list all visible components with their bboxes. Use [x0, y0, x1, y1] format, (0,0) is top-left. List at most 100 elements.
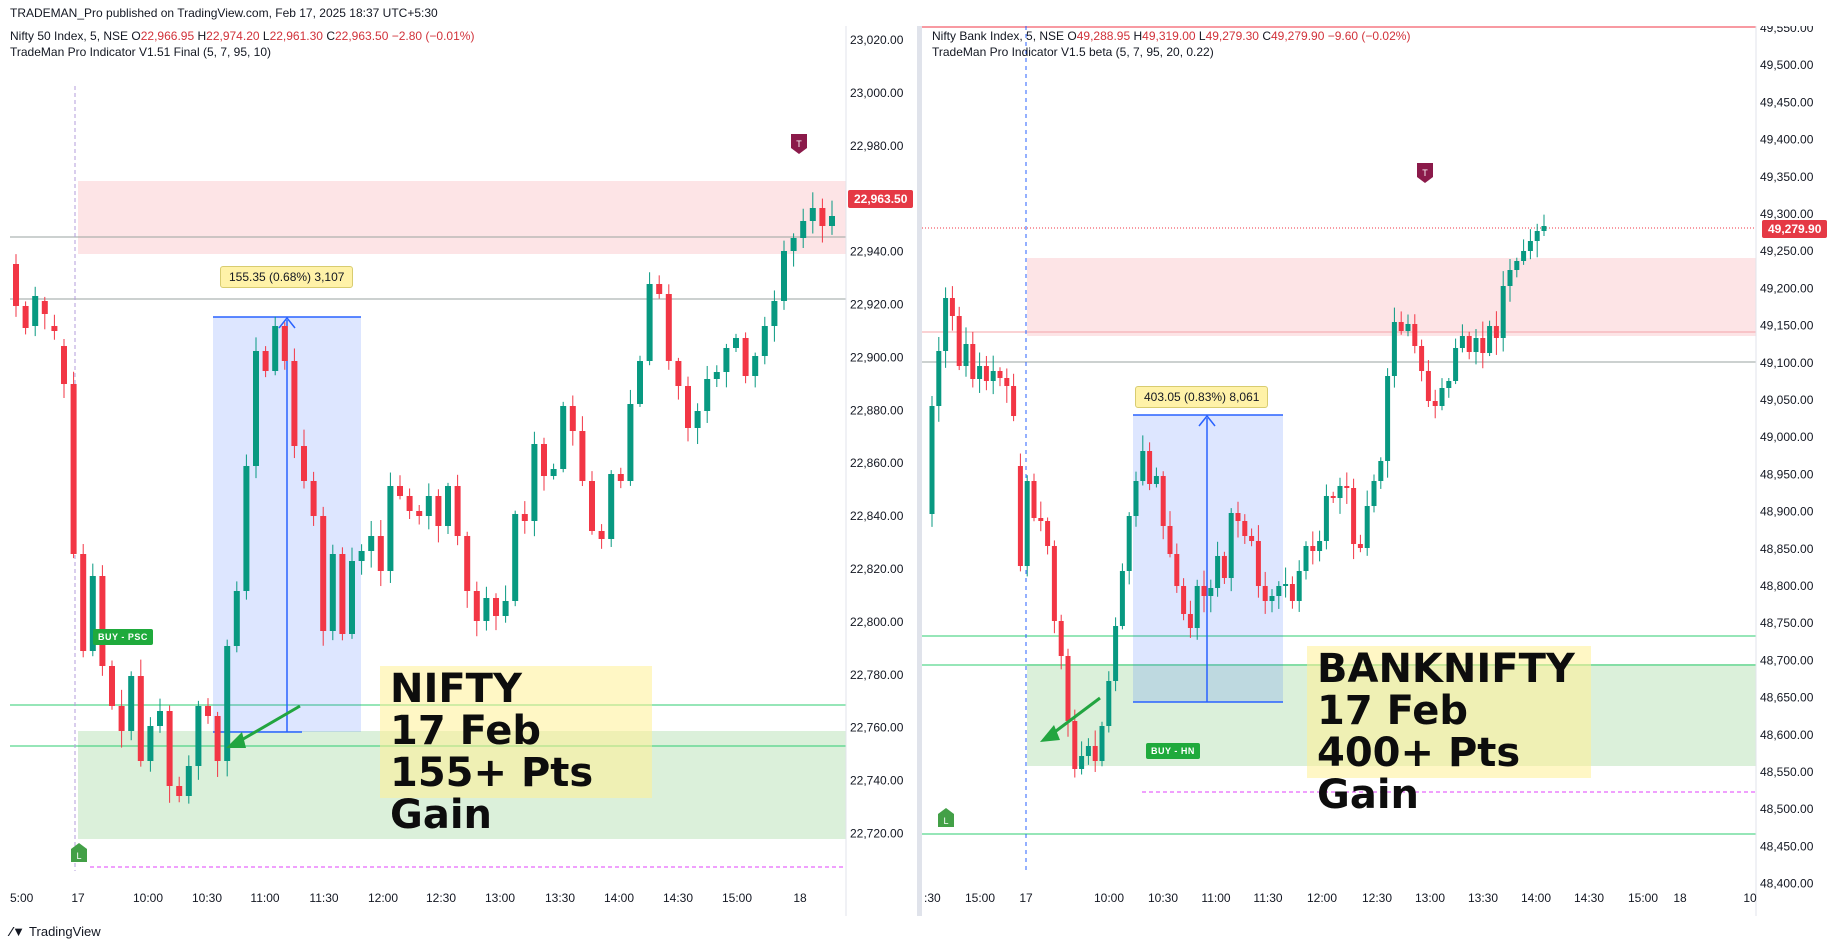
- nifty-annotation: NIFTY 17 Feb 155+ Pts Gain: [380, 666, 652, 836]
- time-tick-label: 14:30: [663, 891, 693, 905]
- price-tick-label: 22,800.00: [850, 615, 904, 629]
- time-tick-label: 17: [71, 891, 85, 905]
- bank-candle: [1174, 554, 1180, 586]
- tradingview-logo[interactable]: ⁄▼ TradingView: [10, 924, 101, 939]
- bank-candle: [956, 316, 962, 366]
- nifty-candle: [694, 411, 701, 428]
- symbol-name[interactable]: Nifty 50 Index, 5, NSE: [10, 29, 129, 43]
- time-tick-label: 10: [1743, 891, 1757, 905]
- nifty-candle: [61, 346, 67, 384]
- nifty-candle: [665, 294, 672, 361]
- price-tick-label: 49,350.00: [1760, 170, 1814, 184]
- bank-candle: [1017, 466, 1023, 566]
- bank-candle: [1201, 586, 1207, 596]
- time-tick-label: 17: [1019, 891, 1033, 905]
- nifty-candle: [464, 536, 471, 591]
- bank-candle: [1242, 521, 1248, 536]
- bank-candle: [983, 366, 989, 381]
- price-tick-label: 49,250.00: [1760, 244, 1814, 258]
- nifty-candle: [157, 711, 163, 726]
- bank-candle: [1385, 376, 1391, 461]
- time-tick-label: 13:00: [1415, 891, 1445, 905]
- bank-candle: [1215, 556, 1221, 588]
- nifty-candle: [406, 496, 413, 511]
- price-tick-label: 22,860.00: [850, 456, 904, 470]
- nifty-candle: [147, 726, 154, 761]
- price-tick-label: 48,450.00: [1760, 839, 1814, 853]
- bank-candle: [1344, 486, 1350, 488]
- bank-candle: [1038, 518, 1044, 521]
- nifty-candle: [214, 716, 221, 761]
- time-tick-label: 18: [1673, 891, 1687, 905]
- bank-candle: [936, 351, 942, 406]
- panel-separator[interactable]: [917, 26, 922, 916]
- bank-candle: [1459, 336, 1465, 348]
- nifty-candle: [281, 326, 288, 361]
- nifty-candle: [377, 536, 384, 571]
- bank-candle: [1527, 241, 1533, 251]
- bank-candle: [1045, 521, 1051, 546]
- bank-candle: [1079, 756, 1085, 769]
- nifty-candle: [627, 404, 634, 481]
- bank-candle: [929, 406, 935, 514]
- price-tick-label: 48,500.00: [1760, 802, 1814, 816]
- nifty-candle: [291, 361, 298, 446]
- price-tick-label: 49,000.00: [1760, 430, 1814, 444]
- nifty-candle: [358, 551, 365, 561]
- symbol-name[interactable]: Nifty Bank Index, 5, NSE: [932, 29, 1065, 43]
- time-tick-label: 10:30: [192, 891, 222, 905]
- price-tick-label: 23,000.00: [850, 86, 904, 100]
- nifty-candle: [137, 676, 144, 761]
- nifty-pointer-arrowhead: [226, 732, 246, 748]
- nifty-candle: [32, 296, 39, 326]
- nifty-candle: [80, 554, 87, 651]
- bank-candle: [1058, 621, 1064, 656]
- bank-candle: [1351, 488, 1357, 544]
- change: −2.80 (−0.01%): [391, 29, 475, 43]
- bank-candle: [1126, 516, 1132, 571]
- nifty-candle: [819, 208, 826, 226]
- bank-candle: [1031, 481, 1037, 518]
- bank-candle: [1323, 496, 1329, 541]
- nifty-candle: [646, 284, 653, 361]
- banknifty-indicator-label[interactable]: TradeMan Pro Indicator V1.5 beta (5, 7, …: [932, 45, 1214, 59]
- time-tick-label: 10:00: [1094, 891, 1124, 905]
- bank-candle: [1330, 496, 1336, 498]
- price-tick-label: 22,820.00: [850, 562, 904, 576]
- nifty-candle: [723, 348, 730, 372]
- nifty-candle: [781, 251, 787, 301]
- bank-candle: [1337, 486, 1343, 498]
- time-tick-label: 12:30: [1362, 891, 1392, 905]
- nifty-candle: [608, 474, 615, 539]
- nifty-candle: [569, 406, 576, 431]
- bank-candle: [1391, 322, 1397, 376]
- time-tick-label: 12:00: [368, 891, 398, 905]
- nifty-candle: [752, 356, 759, 376]
- nifty-candle: [233, 591, 240, 646]
- bank-candle: [1072, 721, 1078, 769]
- nifty-candle: [70, 384, 77, 554]
- price-tick-label: 22,740.00: [850, 774, 904, 788]
- nifty-indicator-label[interactable]: TradeMan Pro Indicator V1.51 Final (5, 7…: [10, 45, 272, 59]
- bank-candle: [990, 371, 996, 381]
- price-tick-label: 49,150.00: [1760, 319, 1814, 333]
- bank-t-marker-text: T: [1422, 168, 1428, 178]
- price-tick-label: 48,550.00: [1760, 765, 1814, 779]
- time-tick-label: :30: [924, 891, 941, 905]
- nifty-candle: [589, 481, 595, 531]
- price-tick-label: 48,850.00: [1760, 542, 1814, 556]
- price-tick-label: 23,020.00: [850, 33, 904, 47]
- bank-candle: [1371, 481, 1377, 506]
- nifty-chart-panel[interactable]: TL23,020.0023,000.0022,980.0022,960.0022…: [0, 26, 917, 916]
- price-tick-label: 22,940.00: [850, 245, 904, 259]
- bank-candle: [943, 298, 949, 351]
- time-tick-label: 13:30: [1468, 891, 1498, 905]
- time-tick-label: 15:00: [722, 891, 752, 905]
- nifty-supply-zone: [78, 181, 846, 254]
- nifty-candle: [224, 646, 231, 761]
- price-tick-label: 22,840.00: [850, 509, 904, 523]
- banknifty-chart-panel[interactable]: T L 49,550.00 49,500.00 49,450.00 49,400.00 49…: [922, 21, 1838, 916]
- nifty-candle: [761, 326, 768, 356]
- nifty-candle: [598, 531, 605, 539]
- nifty-candle: [637, 361, 643, 404]
